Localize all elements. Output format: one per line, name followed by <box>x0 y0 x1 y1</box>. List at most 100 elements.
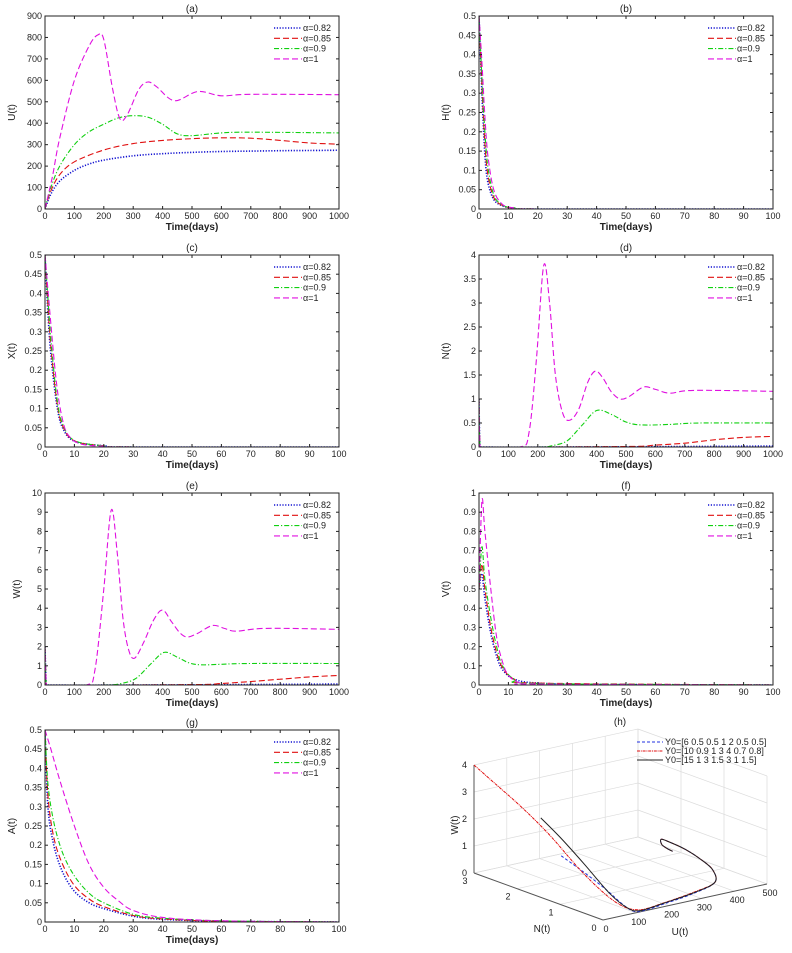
trajectory-1 <box>560 838 717 913</box>
y-tick-label: 0.2 <box>29 840 42 850</box>
subplot-title: (h) <box>614 717 626 728</box>
y-tick-label: 0 <box>37 917 42 927</box>
legend-label: α=1 <box>303 531 318 541</box>
legend-label: α=0.9 <box>737 521 760 531</box>
n-tick-label: 3 <box>462 876 467 886</box>
x-tick-label: 0 <box>42 211 47 221</box>
subplot-title: (f) <box>621 481 630 492</box>
y-tick-label: 400 <box>27 118 42 128</box>
y-tick-label: 0.05 <box>24 423 42 433</box>
grid-line <box>516 852 682 890</box>
x-tick-label: 80 <box>275 924 285 934</box>
x-tick-label: 200 <box>96 687 111 697</box>
x-tick-label: 40 <box>592 687 602 697</box>
x-tick-label: 50 <box>621 687 631 697</box>
x-tick-label: 70 <box>680 211 690 221</box>
legend: Y0=[6 0.5 0.5 1 2 0.5 0.5]Y0=[10 0.9 1 3… <box>637 737 766 765</box>
legend-label: α=0.85 <box>737 33 765 43</box>
x-tick-label: 200 <box>530 449 545 459</box>
y-tick-label: 6 <box>37 565 42 575</box>
y-tick-label: 0.3 <box>29 327 42 337</box>
u-tick-label: 100 <box>631 917 646 927</box>
x-axis-label: Time(days) <box>166 460 219 471</box>
y-tick-label: 0.45 <box>24 269 42 279</box>
legend-label: α=0.82 <box>737 23 765 33</box>
legend-label: α=0.85 <box>303 33 331 43</box>
u-tick-label: 200 <box>664 910 679 920</box>
x-tick-label: 300 <box>126 687 141 697</box>
y-tick-label: 1.5 <box>463 370 476 380</box>
subplot-title: (g) <box>186 718 198 729</box>
x-tick-label: 60 <box>650 211 660 221</box>
n-axis-label: N(t) <box>534 924 551 935</box>
subplot-g: 0 10 20 30 40 50 60 70 80 90 100 0 0.05 0.1 0.15 0.2 0.2… <box>7 718 347 946</box>
series-line-1 <box>479 398 773 447</box>
u-tick-label: 500 <box>762 888 777 898</box>
x-tick-label: 60 <box>650 687 660 697</box>
x-tick-label: 400 <box>589 449 604 459</box>
legend-label: Y0=[6 0.5 0.5 1 2 0.5 0.5] <box>665 737 766 747</box>
legend-label: α=1 <box>303 293 318 303</box>
y-tick-label: 0.3 <box>463 88 476 98</box>
u-axis <box>602 883 768 921</box>
series-line-2 <box>45 254 339 447</box>
y-tick-label: 0.3 <box>29 802 42 812</box>
series-line-4 <box>45 32 339 209</box>
grid-line <box>559 867 725 905</box>
series-line-1 <box>45 149 339 209</box>
w-tick-label: 4 <box>462 760 467 770</box>
grid-line <box>637 755 768 804</box>
y-tick-label: 8 <box>37 526 42 536</box>
x-tick-label: 300 <box>126 211 141 221</box>
legend-label: α=0.82 <box>737 500 765 510</box>
legend-label: α=1 <box>737 531 752 541</box>
trajectory-2 <box>473 764 717 911</box>
series-line-3 <box>479 398 773 447</box>
y-tick-label: 0.25 <box>458 108 476 118</box>
x-tick-label: 30 <box>562 211 572 221</box>
w-tick-label: 0 <box>462 868 467 878</box>
y-tick-label: 0 <box>37 442 42 452</box>
x-tick-label: 300 <box>560 449 575 459</box>
y-tick-label: 3 <box>37 622 42 632</box>
legend: α=0.82α=0.85α=0.9α=1 <box>708 23 765 64</box>
series-line-3 <box>45 115 339 209</box>
series-line-2 <box>45 646 339 685</box>
x-tick-label: 100 <box>765 211 780 221</box>
y-tick-label: 0.4 <box>463 603 476 613</box>
y-tick-label: 0.8 <box>463 526 476 536</box>
x-axis-label: Time(days) <box>600 222 653 233</box>
axes-box <box>478 254 774 448</box>
axes-box <box>478 15 774 210</box>
x-tick-label: 800 <box>707 449 722 459</box>
y-axis-label: W(t) <box>12 580 23 599</box>
x-tick-label: 70 <box>246 449 256 459</box>
grid-line <box>539 858 669 906</box>
x-tick-label: 0 <box>476 687 481 697</box>
series-line-4 <box>45 729 339 922</box>
y-tick-label: 0.4 <box>463 50 476 60</box>
series-line-1 <box>479 572 773 685</box>
x-tick-label: 100 <box>67 211 82 221</box>
grid-line <box>473 836 639 874</box>
legend-label: α=0.82 <box>737 262 765 272</box>
subplot-c: 0 10 20 30 40 50 60 70 80 90 100 0 0.05 0.1 0.15 0.2 0.2… <box>7 243 347 471</box>
x-tick-label: 900 <box>736 449 751 459</box>
y-tick-label: 0 <box>471 442 476 452</box>
legend-label: α=0.82 <box>303 737 331 747</box>
y-tick-label: 800 <box>27 32 42 42</box>
series-line-3 <box>45 646 339 685</box>
legend-label: α=0.9 <box>303 758 326 768</box>
x-tick-label: 90 <box>739 211 749 221</box>
series-line-4 <box>45 254 339 447</box>
series-line-1 <box>45 646 339 685</box>
x-tick-label: 10 <box>503 687 513 697</box>
y-tick-label: 0.35 <box>24 783 42 793</box>
x-tick-label: 800 <box>273 211 288 221</box>
x-tick-label: 30 <box>562 687 572 697</box>
x-tick-label: 800 <box>273 687 288 697</box>
x-axis-label: Time(days) <box>600 460 653 471</box>
y-tick-label: 0 <box>37 204 42 214</box>
grid-line <box>473 809 639 847</box>
